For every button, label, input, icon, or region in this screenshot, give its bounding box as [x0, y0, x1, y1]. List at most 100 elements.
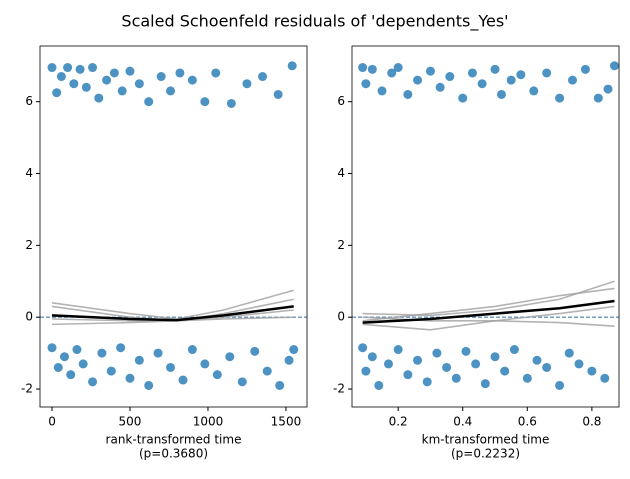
x-tick-label: 500 — [119, 415, 142, 429]
point — [144, 380, 154, 390]
x-tick-label: 0.4 — [453, 415, 472, 429]
point — [175, 68, 185, 78]
point — [568, 75, 578, 85]
point — [200, 359, 210, 369]
point — [125, 66, 135, 76]
point — [66, 370, 76, 380]
point — [156, 72, 166, 82]
x-axis-label: (p=0.2232) — [451, 447, 520, 461]
point — [97, 348, 107, 358]
point — [413, 75, 423, 85]
point — [109, 68, 119, 78]
point — [116, 343, 126, 353]
point — [480, 379, 490, 389]
point — [153, 348, 163, 358]
point — [509, 345, 519, 355]
y-tick-label: 0 — [337, 310, 345, 324]
point — [506, 75, 516, 85]
point — [500, 366, 510, 376]
point — [532, 355, 542, 365]
point — [226, 98, 236, 108]
point — [102, 75, 112, 85]
point — [367, 352, 377, 362]
lowess-line — [51, 289, 294, 320]
point — [555, 93, 565, 103]
y-tick-label: 0 — [25, 310, 33, 324]
point — [200, 97, 210, 107]
point — [393, 63, 403, 73]
point — [166, 362, 176, 372]
point — [387, 68, 397, 78]
point — [242, 79, 252, 89]
point — [593, 93, 603, 103]
point — [529, 86, 539, 96]
y-tick-label: 6 — [25, 94, 33, 108]
point — [374, 380, 384, 390]
point — [522, 373, 532, 383]
point — [72, 345, 82, 355]
figure-title: Scaled Schoenfeld residuals of 'dependen… — [121, 12, 508, 32]
x-tick-label: 0.8 — [582, 415, 601, 429]
lowess-line — [362, 280, 615, 317]
point — [603, 84, 613, 94]
point — [564, 348, 574, 358]
x-axis-label: (p=0.3680) — [139, 447, 208, 461]
lowess-line — [362, 299, 615, 324]
point — [555, 380, 565, 390]
point — [63, 63, 73, 73]
point — [289, 345, 299, 355]
x-tick-label: 1500 — [271, 415, 302, 429]
x-tick-label: 0.2 — [389, 415, 408, 429]
y-tick-label: 4 — [337, 166, 345, 180]
point — [542, 68, 552, 78]
point — [358, 63, 368, 73]
point — [187, 345, 197, 355]
point — [516, 70, 526, 80]
point — [361, 79, 371, 89]
point — [53, 362, 63, 372]
point — [461, 346, 471, 356]
point — [361, 366, 371, 376]
point — [432, 348, 442, 358]
point — [542, 362, 552, 372]
point — [117, 86, 127, 96]
point — [144, 97, 154, 107]
point — [496, 89, 506, 99]
y-tick-label: 2 — [337, 238, 345, 252]
x-axis-label: rank-transformed time — [106, 433, 242, 447]
point — [574, 359, 584, 369]
point — [250, 346, 260, 356]
x-axis-label: km-transformed time — [422, 433, 550, 447]
point — [273, 89, 283, 99]
plot-frame — [351, 45, 620, 408]
point — [287, 61, 297, 71]
point — [358, 343, 368, 353]
point — [403, 89, 413, 99]
point — [211, 68, 221, 78]
lowess-line — [51, 305, 294, 322]
point — [134, 355, 144, 365]
point — [69, 79, 79, 89]
point — [52, 88, 62, 98]
point — [237, 377, 247, 387]
point — [258, 72, 268, 82]
point — [75, 64, 85, 74]
point — [393, 345, 403, 355]
x-tick-label: 0 — [48, 415, 56, 429]
y-tick-label: 6 — [337, 94, 345, 108]
point — [284, 355, 294, 365]
point — [88, 377, 98, 387]
point — [47, 343, 57, 353]
point — [477, 79, 487, 89]
point — [178, 375, 188, 385]
point — [81, 82, 91, 92]
point — [587, 366, 597, 376]
point — [442, 362, 452, 372]
point — [125, 373, 135, 383]
point — [425, 66, 435, 76]
point — [471, 359, 481, 369]
point — [134, 79, 144, 89]
point — [403, 370, 413, 380]
